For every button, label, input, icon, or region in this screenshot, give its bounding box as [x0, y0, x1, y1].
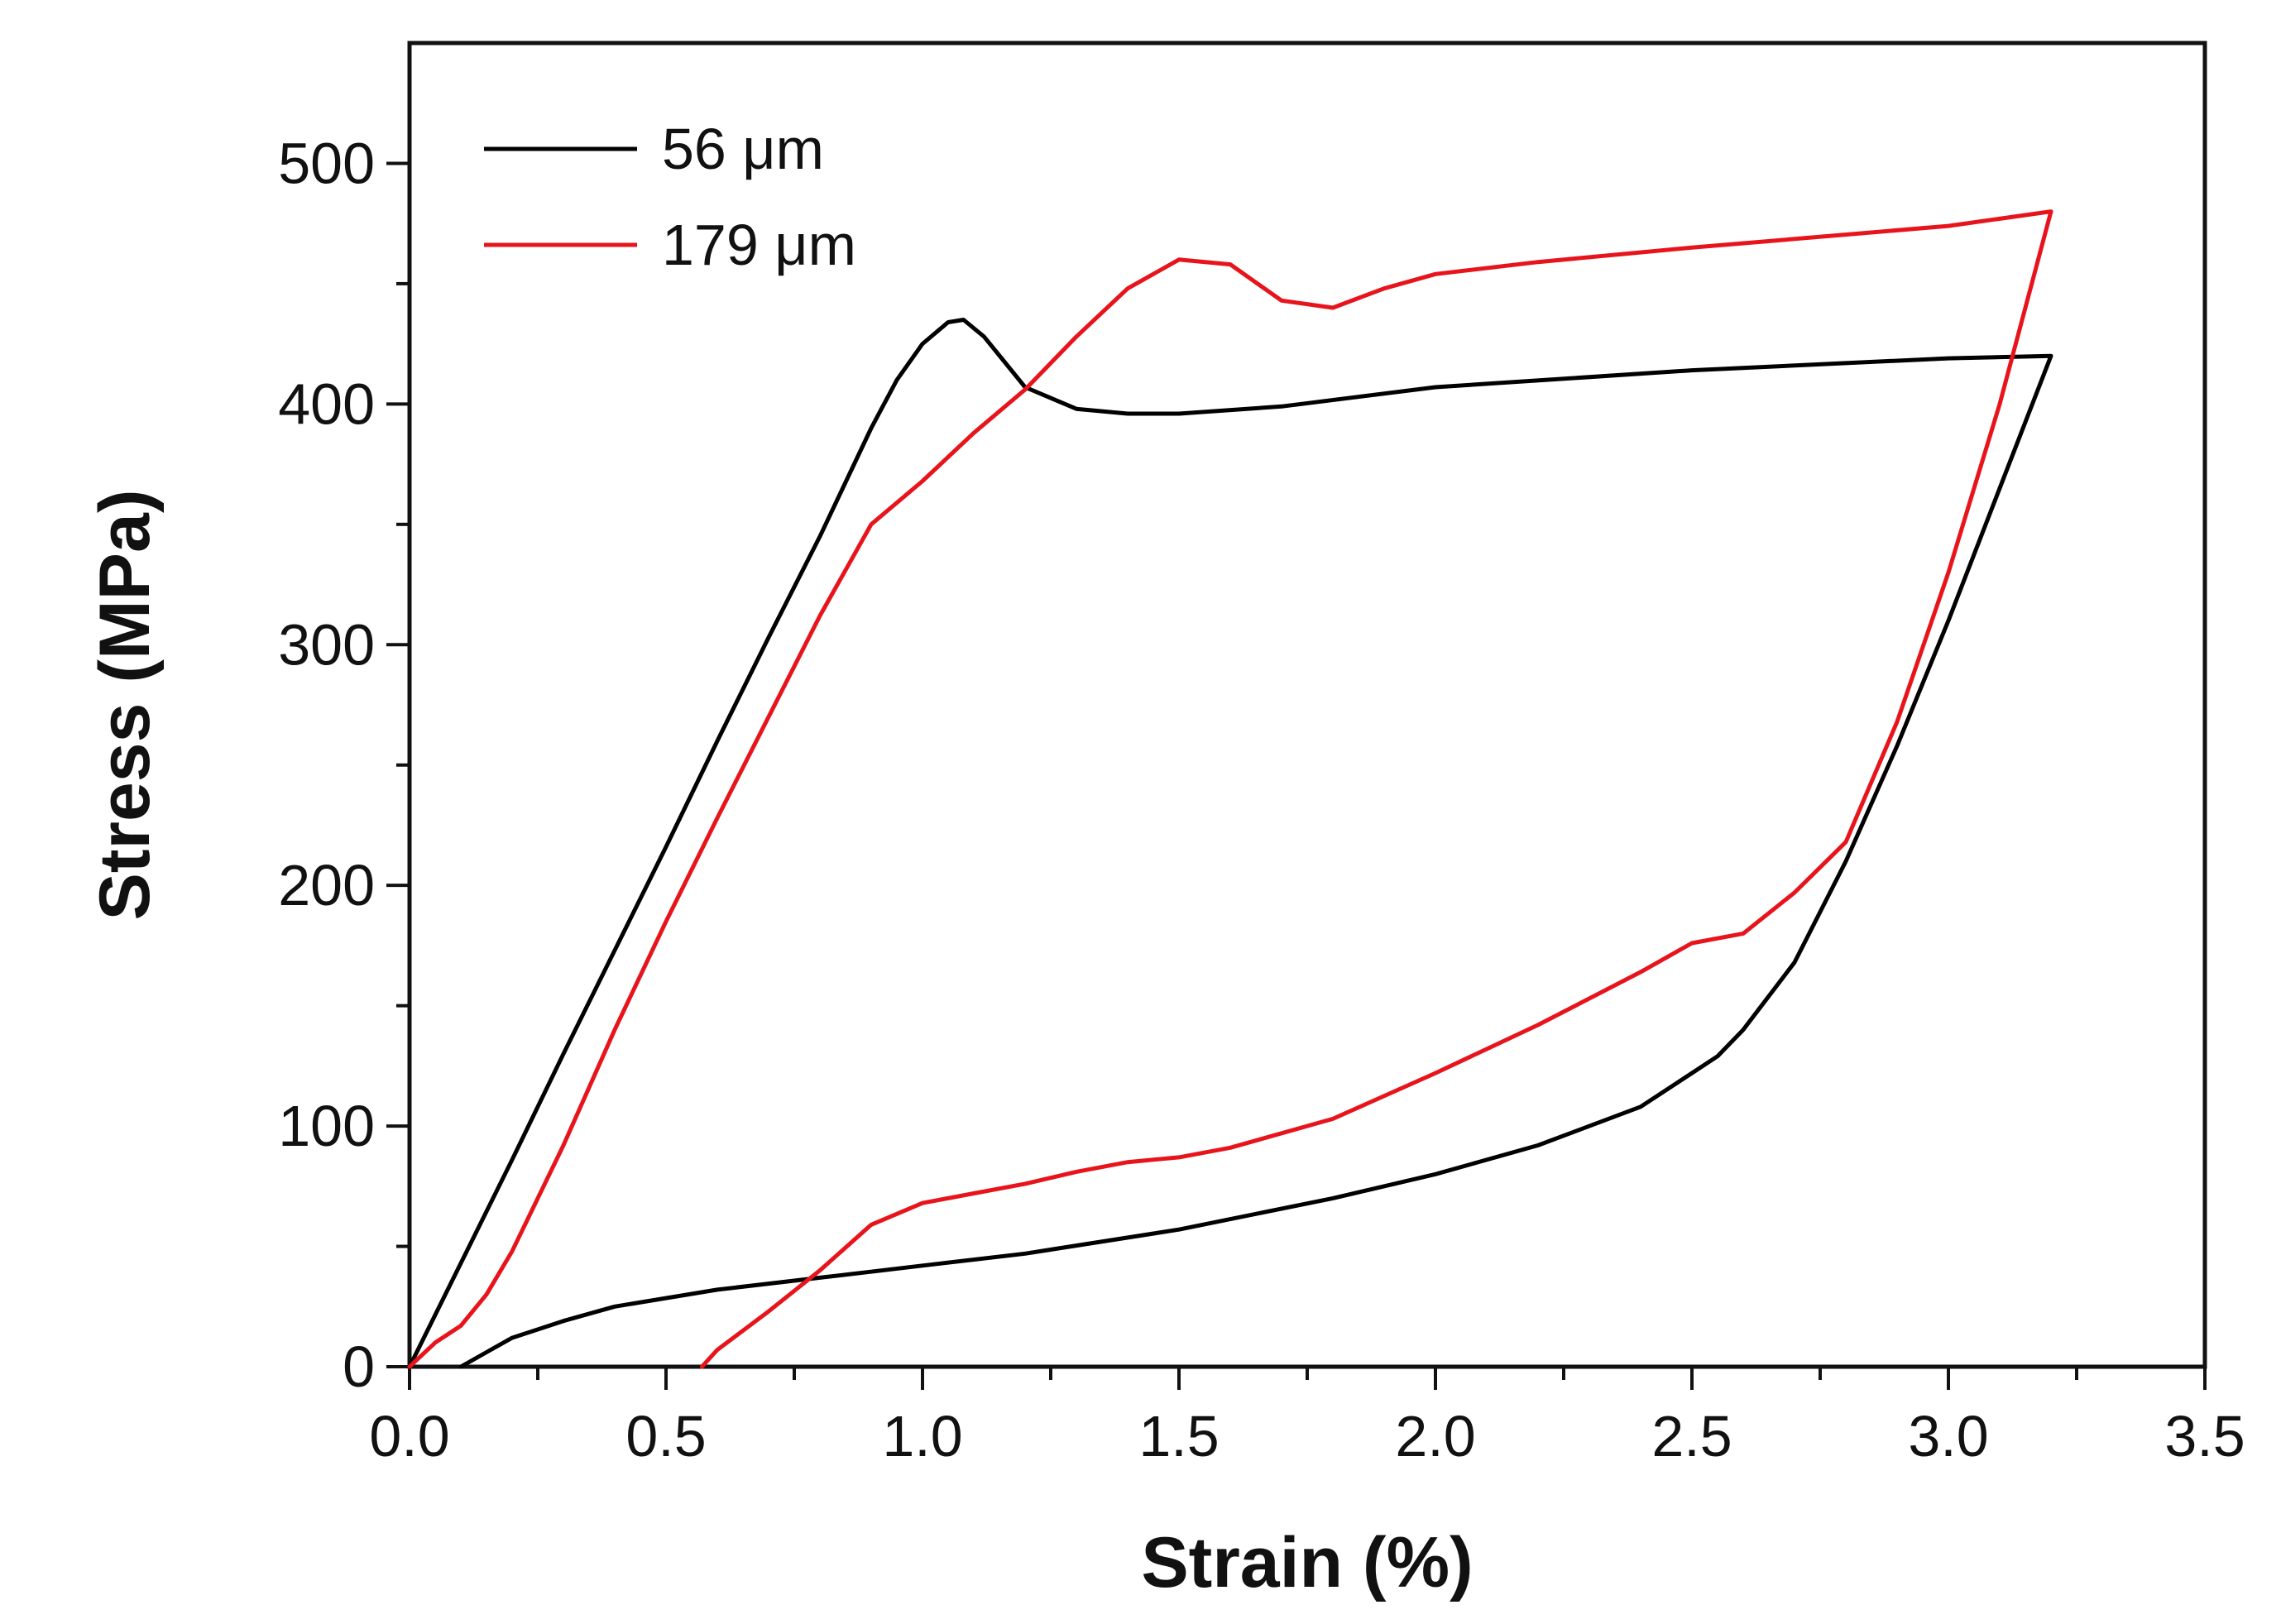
series-line-2	[407, 209, 2053, 1369]
x-tick-label: 0.0	[369, 1404, 449, 1468]
y-axis-title: Stress (MPa)	[85, 490, 165, 921]
x-tick-label: 1.0	[882, 1404, 962, 1468]
x-tick-label: 0.5	[625, 1404, 706, 1468]
y-tick-label: 100	[278, 1094, 375, 1158]
legend: 56 μm 179 μm	[484, 117, 856, 277]
legend-label-1: 56 μm	[662, 117, 824, 181]
x-tick-label: 3.5	[2164, 1404, 2245, 1468]
y-tick-label: 0	[343, 1334, 375, 1399]
legend-label-2: 179 μm	[662, 213, 856, 277]
y-tick-label: 200	[278, 853, 375, 917]
x-tick-label: 3.0	[1908, 1404, 1988, 1468]
y-axis: 0 100 200 300 400 500	[278, 131, 410, 1399]
x-tick-label: 1.5	[1138, 1404, 1219, 1468]
x-tick-label: 2.0	[1395, 1404, 1475, 1468]
x-axis: 0.0 0.5 1.0 1.5 2.0 2.5 3.0 3.5	[369, 1367, 2245, 1468]
y-tick-label: 500	[278, 131, 375, 195]
y-tick-label: 300	[278, 612, 375, 677]
x-tick-label: 2.5	[1651, 1404, 1732, 1468]
series-line-1	[407, 318, 2053, 1369]
y-tick-label: 400	[278, 371, 375, 436]
series-layer	[407, 209, 2053, 1369]
x-axis-title: Strain (%)	[1141, 1523, 1473, 1602]
